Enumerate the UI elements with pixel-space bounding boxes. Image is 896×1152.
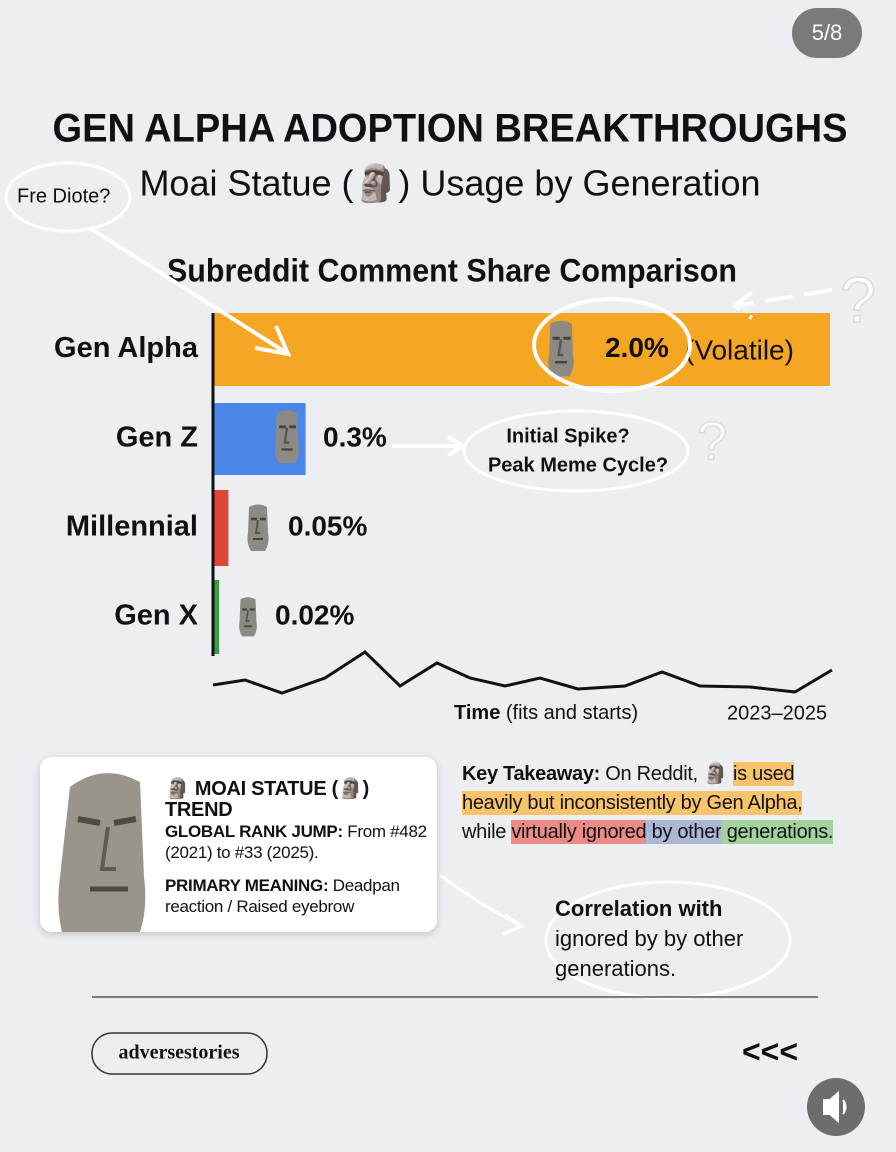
counter-pill bbox=[792, 8, 862, 58]
bar bbox=[213, 313, 830, 386]
value-label: 2.0% bbox=[605, 332, 669, 363]
counter: 5/8 bbox=[812, 20, 843, 45]
handle: adversestories bbox=[118, 1042, 239, 1064]
annotation: Peak Meme Cycle? bbox=[488, 454, 668, 476]
category-label: Millennial bbox=[66, 511, 198, 543]
annotation: Initial Spike? bbox=[506, 425, 629, 447]
chart-title: Subreddit Comment Share Comparison bbox=[167, 252, 737, 288]
moai-icon bbox=[546, 319, 576, 379]
moai-icon bbox=[273, 408, 301, 465]
moai-icon bbox=[246, 503, 270, 553]
note-line: Correlation with bbox=[555, 896, 722, 921]
card-meaning: PRIMARY MEANING: Deadpan reaction / Rais… bbox=[165, 875, 430, 917]
note-arrow bbox=[439, 873, 526, 936]
category-label: Gen Alpha bbox=[54, 332, 199, 364]
rank-text: From #482 (2021) to #33 (2025). bbox=[165, 822, 427, 862]
x-label-text: (fits and starts) bbox=[506, 702, 638, 724]
category-label: Gen X bbox=[114, 600, 198, 632]
title: GEN ALPHA ADOPTION BREAKTHROUGHS bbox=[53, 107, 848, 151]
annotation: ? bbox=[840, 264, 876, 336]
card-rank: GLOBAL RANK JUMP: From #482 (2021) to #3… bbox=[165, 821, 430, 863]
takeaway-segment: by other bbox=[646, 820, 722, 844]
note-circle bbox=[544, 880, 792, 1000]
takeaway-lead: Key Takeaway: bbox=[462, 763, 601, 785]
takeaway-segment: generations. bbox=[721, 820, 834, 844]
x-range: 2023–2025 bbox=[727, 702, 827, 724]
x-label-bold: Time bbox=[454, 702, 500, 724]
meaning-text: Deadpan reaction / Raised eyebrow bbox=[165, 876, 400, 916]
moai-icon bbox=[238, 596, 258, 638]
annotation: Fre Diote? bbox=[17, 185, 110, 207]
annotation-circle bbox=[462, 409, 690, 493]
back-button[interactable]: <<< bbox=[742, 1033, 798, 1069]
annotation-arrow bbox=[88, 226, 292, 357]
annotation-arrow bbox=[392, 435, 467, 457]
annotation-arrow bbox=[731, 288, 833, 320]
annotation: (Volatile) bbox=[685, 334, 794, 365]
annotation: ? bbox=[697, 411, 727, 471]
bar bbox=[213, 490, 229, 566]
annotation-circle bbox=[532, 297, 692, 393]
value-label: 0.02% bbox=[275, 599, 354, 630]
handle-pill bbox=[91, 1032, 268, 1075]
note-line: ignored by by other bbox=[555, 926, 743, 951]
takeaway: Key Takeaway: On Reddit, 🗿 is used heavi… bbox=[462, 760, 847, 847]
moai-image bbox=[58, 773, 146, 932]
x-label: Time (fits and starts) bbox=[454, 702, 638, 724]
category-label: Gen Z bbox=[116, 422, 198, 454]
speaker-icon bbox=[823, 1090, 847, 1124]
value-label: 0.05% bbox=[288, 510, 367, 541]
takeaway-segment: On Reddit, 🗿 bbox=[600, 763, 734, 785]
note-line: generations. bbox=[555, 956, 676, 981]
card-heading: 🗿 MOAI STATUE (🗿) TREND bbox=[165, 778, 369, 821]
time-line bbox=[212, 650, 833, 695]
value-label: 0.3% bbox=[323, 421, 387, 452]
trend-card: 🗿 MOAI STATUE (🗿) TREND GLOBAL RANK JUMP… bbox=[40, 757, 437, 932]
rank-label: GLOBAL RANK JUMP: bbox=[165, 822, 343, 841]
subtitle: Moai Statue (🗿) Usage by Generation bbox=[139, 163, 760, 204]
meaning-label: PRIMARY MEANING: bbox=[165, 876, 329, 895]
annotation-circle bbox=[4, 161, 132, 233]
bar bbox=[213, 580, 220, 654]
takeaway-segment: while bbox=[462, 821, 512, 843]
takeaway-segment: virtually ignored bbox=[511, 820, 647, 844]
